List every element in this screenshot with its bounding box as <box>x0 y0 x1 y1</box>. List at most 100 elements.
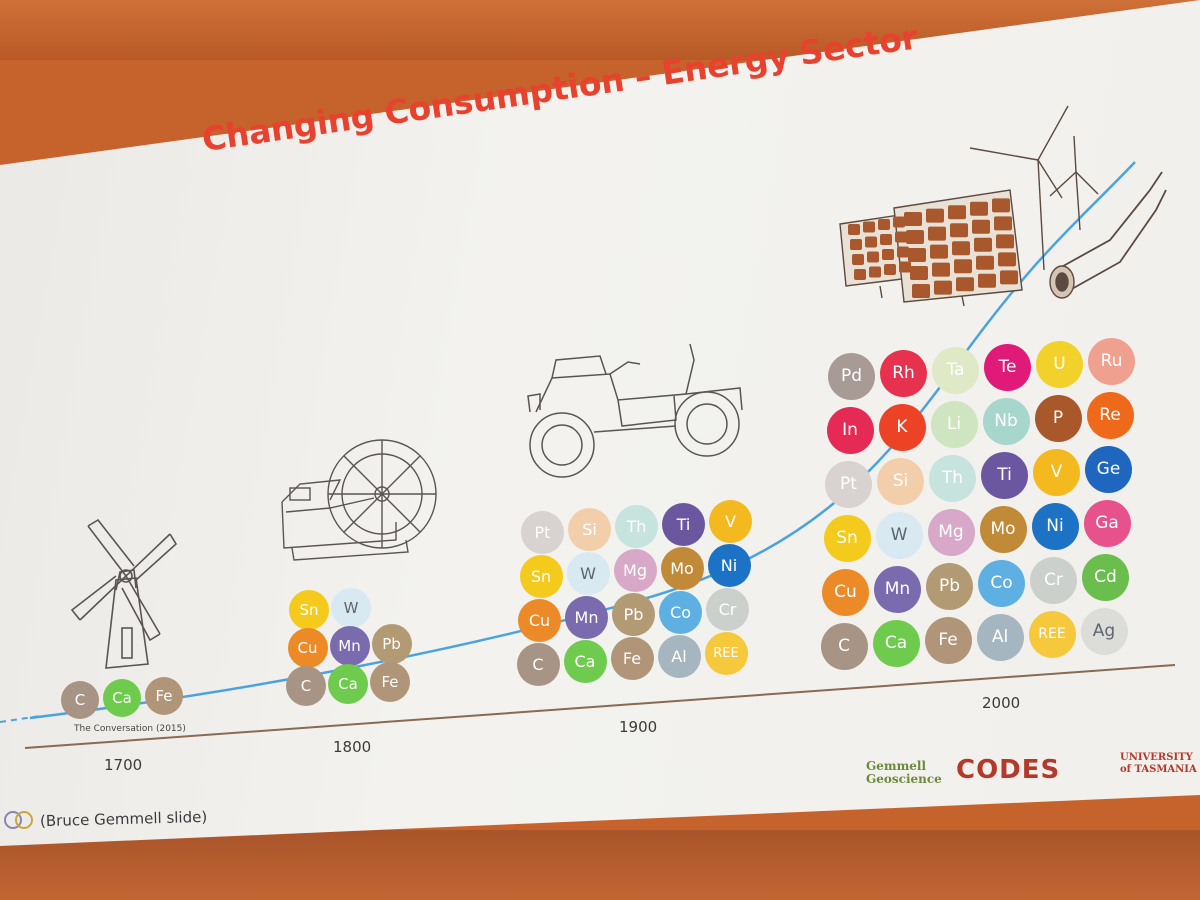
solar-cell <box>880 234 892 245</box>
source-credit: The Conversation (2015) <box>74 724 186 734</box>
solar-cell <box>895 231 907 243</box>
element-si-1900: Si <box>568 507 611 551</box>
element-ni-1900: Ni <box>707 544 751 588</box>
year-label-1800: 1800 <box>333 738 372 756</box>
element-ca-1700: Ca <box>103 679 141 718</box>
solar-cell <box>954 259 972 274</box>
solar-cell <box>854 269 866 280</box>
solar-cell <box>850 239 862 250</box>
solar-cell <box>978 273 996 288</box>
solar-cell <box>994 216 1012 231</box>
timeline-axis <box>24 664 1176 749</box>
element-v-2000: V <box>1033 448 1080 496</box>
element-k-2000: K <box>878 403 926 451</box>
element-c-1900: C <box>516 642 560 686</box>
element-ca-2000: Ca <box>872 619 920 667</box>
element-in-2000: In <box>826 406 874 454</box>
solar-cell <box>904 212 922 226</box>
solar-cell <box>906 230 924 244</box>
solar-cell <box>908 248 926 262</box>
element-p-2000: P <box>1034 394 1082 442</box>
solar-cell <box>869 266 881 278</box>
solar-cell <box>948 205 966 220</box>
wind-turbine <box>969 105 1099 271</box>
element-w-1800: W <box>331 588 371 628</box>
gemmell-geoscience-logo: Gemmell Geoscience <box>866 759 942 786</box>
element-mg-2000: Mg <box>927 508 975 556</box>
codes-logo: CODES <box>956 755 1061 785</box>
element-mo-2000: Mo <box>979 505 1027 553</box>
element-mo-1900: Mo <box>660 546 704 590</box>
element-c-2000: C <box>820 622 868 670</box>
element-rh-2000: Rh <box>880 349 927 397</box>
element-sn-1900: Sn <box>519 554 563 598</box>
element-c-1800: C <box>286 666 326 706</box>
pipeline <box>1049 171 1167 299</box>
element-ge-2000: Ge <box>1085 445 1132 493</box>
element-cr-1900: Cr <box>706 588 749 632</box>
solar-cell <box>852 254 864 265</box>
solar-cell <box>878 219 890 230</box>
solar-cell <box>912 284 930 298</box>
growth-curve-dashed <box>0 715 41 723</box>
element-pd-2000: Pd <box>828 352 875 400</box>
solar-cell <box>865 236 877 248</box>
element-pt-2000: Pt <box>825 460 872 508</box>
solar-cell <box>893 216 905 228</box>
element-pb-1800: Pb <box>371 624 412 664</box>
element-th-1900: Th <box>615 505 658 549</box>
presenter-logo-icon <box>4 811 33 829</box>
solar-cell <box>974 237 992 252</box>
solar-cell <box>996 234 1014 249</box>
element-fe-1700: Fe <box>145 677 183 716</box>
solar-cell <box>934 280 952 295</box>
element-ta-2000: Ta <box>932 346 979 394</box>
vintage-car-icon <box>527 343 743 478</box>
element-mn-1900: Mn <box>565 595 608 639</box>
element-si-2000: Si <box>877 457 924 505</box>
solar-cell <box>897 246 909 258</box>
element-al-2000: Al <box>976 613 1024 661</box>
element-ca-1900: Ca <box>563 639 607 683</box>
element-pb-2000: Pb <box>926 562 973 610</box>
element-u-2000: U <box>1036 340 1083 388</box>
element-mg-1900: Mg <box>613 549 657 593</box>
element-ca-1800: Ca <box>328 664 368 704</box>
solar-cell <box>976 255 994 270</box>
element-w-1900: W <box>566 551 610 595</box>
element-ni-2000: Ni <box>1031 502 1079 550</box>
solar-cell <box>950 223 968 238</box>
element-ree-2000: REE <box>1028 610 1076 658</box>
element-mn-1800: Mn <box>329 626 370 666</box>
solar-cell <box>899 261 911 273</box>
element-cu-1900: Cu <box>518 598 561 642</box>
solar-cell <box>970 201 988 216</box>
solar-cell <box>928 226 946 241</box>
solar-cell <box>998 252 1016 267</box>
steam-engine-icon <box>281 439 437 561</box>
element-ga-2000: Ga <box>1083 499 1131 547</box>
solar-cell <box>867 251 879 263</box>
element-re-2000: Re <box>1086 391 1134 439</box>
element-mn-2000: Mn <box>874 565 921 613</box>
solar-cell <box>863 221 875 233</box>
element-li-2000: Li <box>930 400 978 448</box>
solar-cell <box>926 208 944 223</box>
element-ree-1900: REE <box>704 632 748 676</box>
utas-logo: UNIVERSITY of TASMANIA <box>1120 752 1197 775</box>
element-cr-2000: Cr <box>1030 556 1077 604</box>
solar-cell <box>910 266 928 280</box>
element-ag-2000: Ag <box>1080 607 1128 655</box>
element-co-2000: Co <box>978 559 1025 607</box>
element-cu-1800: Cu <box>287 628 328 668</box>
year-label-1900: 1900 <box>619 718 658 736</box>
solar-cell <box>882 249 894 260</box>
element-w-2000: W <box>875 511 923 559</box>
element-ti-1900: Ti <box>662 502 705 546</box>
element-pt-1900: Pt <box>521 510 564 554</box>
element-fe-2000: Fe <box>924 616 972 664</box>
element-cu-2000: Cu <box>822 568 869 616</box>
solar-cell <box>992 198 1010 213</box>
element-c-1700: C <box>61 681 99 719</box>
element-fe-1800: Fe <box>370 662 410 702</box>
